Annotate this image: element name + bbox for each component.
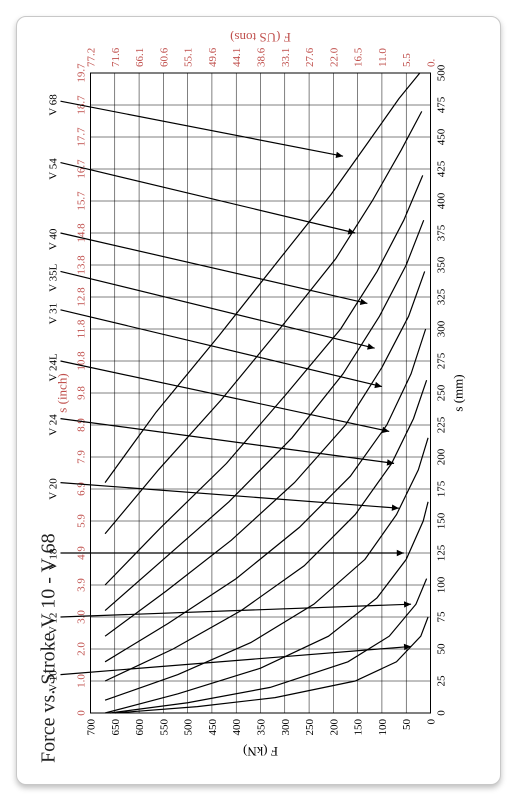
xtick-bottom: 300 bbox=[435, 320, 447, 337]
ytick-right: 49.6 bbox=[206, 47, 218, 67]
series-curve bbox=[105, 271, 425, 636]
xtick-top: 5.9 bbox=[75, 513, 87, 527]
ytick-right: 55.1 bbox=[182, 47, 194, 66]
xtick-bottom: 225 bbox=[435, 416, 447, 433]
ytick-left: 550 bbox=[158, 718, 170, 735]
xtick-top: 0 bbox=[75, 709, 87, 715]
xtick-top: 15.7 bbox=[75, 190, 87, 210]
xtick-bottom: 0 bbox=[435, 709, 447, 715]
xtick-bottom: 150 bbox=[435, 512, 447, 529]
xtick-top: 3.9 bbox=[75, 577, 87, 591]
xtick-bottom: 425 bbox=[435, 160, 447, 177]
ytick-left: 700 bbox=[85, 718, 97, 735]
x-bottom-label: s (mm) bbox=[450, 374, 465, 411]
series-curve bbox=[105, 111, 422, 533]
ytick-right: 11.0 bbox=[376, 47, 388, 66]
xtick-top: 2.0 bbox=[75, 641, 87, 655]
xtick-bottom: 350 bbox=[435, 256, 447, 273]
ytick-left: 650 bbox=[109, 718, 121, 735]
xtick-bottom: 100 bbox=[435, 576, 447, 593]
ytick-left: 450 bbox=[206, 718, 218, 735]
series-curve bbox=[105, 73, 420, 483]
ytick-left: 100 bbox=[376, 718, 388, 735]
xtick-bottom: 250 bbox=[435, 384, 447, 401]
xtick-top: 12.8 bbox=[75, 286, 87, 306]
ytick-right: 27.6 bbox=[304, 47, 316, 67]
ytick-left: 350 bbox=[255, 718, 267, 735]
xtick-bottom: 175 bbox=[435, 480, 447, 497]
xtick-bottom: 475 bbox=[435, 96, 447, 113]
series-label: V 54 bbox=[47, 157, 59, 179]
xtick-bottom: 275 bbox=[435, 352, 447, 369]
xtick-top: 10.8 bbox=[75, 350, 87, 370]
series-label: V 68 bbox=[47, 93, 59, 115]
ytick-right: 38.6 bbox=[255, 47, 267, 67]
y-right-label: F (US tons) bbox=[230, 31, 291, 45]
series-arrow bbox=[60, 162, 355, 232]
ytick-right: 44.1 bbox=[231, 47, 243, 66]
ytick-right: 16.5 bbox=[352, 47, 364, 67]
xtick-bottom: 50 bbox=[435, 643, 447, 655]
xtick-bottom: 400 bbox=[435, 192, 447, 209]
ytick-left: 250 bbox=[304, 718, 316, 735]
ytick-left: 500 bbox=[182, 718, 194, 735]
ytick-right: 66.1 bbox=[134, 47, 146, 66]
xtick-bottom: 450 bbox=[435, 128, 447, 145]
series-arrow bbox=[60, 233, 367, 303]
ytick-left: 300 bbox=[279, 718, 291, 735]
series-label: V 18 bbox=[47, 548, 59, 570]
ytick-right: 33.1 bbox=[279, 47, 291, 66]
ytick-right: 5.5 bbox=[401, 52, 413, 66]
xtick-top: 11.8 bbox=[75, 319, 87, 338]
xtick-top: 8.9 bbox=[75, 417, 87, 431]
force-stroke-chart: Force vs. Stroke V 10 - V 6800251.0502.0… bbox=[30, 31, 482, 771]
ytick-right: 71.6 bbox=[109, 47, 121, 67]
xtick-bottom: 325 bbox=[435, 288, 447, 305]
series-label: V 35L bbox=[47, 263, 59, 291]
series-label: V 10 bbox=[47, 669, 59, 691]
series-arrow bbox=[60, 271, 374, 348]
xtick-top: 7.9 bbox=[75, 449, 87, 463]
ytick-right: 77.2 bbox=[85, 47, 97, 66]
series-label: V 12 bbox=[47, 612, 59, 634]
ytick-left: 600 bbox=[134, 718, 146, 735]
xtick-bottom: 25 bbox=[435, 675, 447, 687]
series-arrow bbox=[60, 361, 389, 431]
ytick-left: 0 bbox=[425, 718, 437, 724]
series-label: V 20 bbox=[47, 477, 59, 499]
xtick-bottom: 375 bbox=[435, 224, 447, 241]
series-arrow bbox=[60, 646, 411, 674]
series-label: V 24 bbox=[47, 413, 59, 435]
xtick-top: 9.8 bbox=[75, 385, 87, 399]
series-arrow bbox=[60, 482, 398, 508]
series-arrow bbox=[60, 604, 411, 617]
series-curve bbox=[105, 329, 426, 662]
xtick-bottom: 125 bbox=[435, 544, 447, 561]
xtick-top: 4.9 bbox=[75, 545, 87, 559]
xtick-top: 1.0 bbox=[75, 673, 87, 687]
ytick-right: 22.0 bbox=[328, 47, 340, 67]
series-label: V 31 bbox=[47, 302, 59, 324]
xtick-bottom: 75 bbox=[435, 611, 447, 623]
y-left-label: F (kN) bbox=[242, 744, 277, 759]
series-label: V 40 bbox=[47, 228, 59, 250]
ytick-left: 200 bbox=[328, 718, 340, 735]
series-label: V 24L bbox=[47, 353, 59, 381]
ytick-right: 60.6 bbox=[158, 47, 170, 67]
series-arrow bbox=[60, 101, 343, 156]
xtick-top: 17.7 bbox=[75, 126, 87, 146]
ytick-left: 50 bbox=[401, 718, 413, 730]
plot-area bbox=[90, 73, 430, 713]
ytick-right: 0. bbox=[425, 58, 437, 67]
ytick-left: 400 bbox=[231, 718, 243, 735]
ytick-left: 150 bbox=[352, 718, 364, 735]
xtick-bottom: 200 bbox=[435, 448, 447, 465]
xtick-top: 13.8 bbox=[75, 254, 87, 274]
